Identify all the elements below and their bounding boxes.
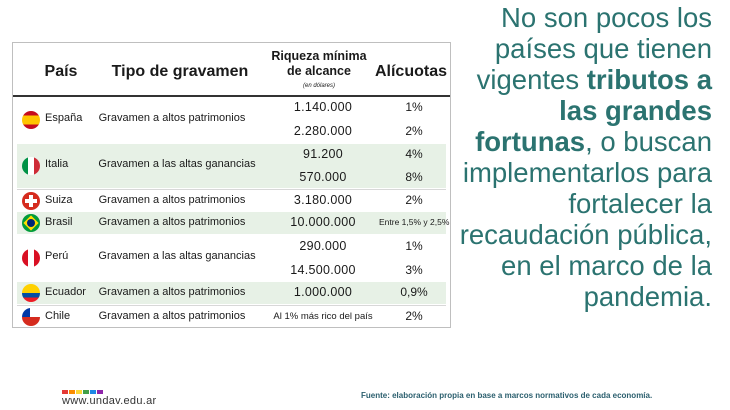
wealth-amount: 570.000 — [299, 170, 347, 184]
tax-type: Gravamen a las altas ganancias — [98, 250, 256, 262]
footer-source: Fuente: elaboración propia en base a mar… — [361, 391, 653, 400]
tax-type: Gravamen a altos patrimonios — [98, 194, 246, 206]
wealth-amount: 1.140.000 — [293, 100, 353, 114]
tax-rate: 1% — [405, 239, 423, 253]
country-name: España — [45, 112, 83, 124]
country-name: Ecuador — [45, 286, 86, 298]
tax-type: Gravamen a altos patrimonios — [98, 112, 246, 124]
tax-rate: 2% — [405, 309, 423, 323]
ecuador-flag-icon — [22, 284, 40, 302]
country-name: Suiza — [45, 194, 73, 206]
country-name: Perú — [45, 250, 69, 262]
wealth-tax-table: País Tipo de gravamen Riqueza mínima de … — [12, 42, 451, 328]
table-row-chile: Chile Gravamen a altos patrimonios Al 1%… — [17, 305, 446, 327]
country-name: Brasil — [45, 216, 73, 228]
tax-rate: 8% — [405, 170, 423, 184]
table-row-peru: Perú Gravamen a las altas ganancias 290.… — [17, 235, 446, 281]
table-row-ecuador: Ecuador Gravamen a altos patrimonios 1.0… — [17, 282, 446, 304]
spain-flag-icon — [22, 111, 40, 129]
tax-rate: 4% — [405, 147, 423, 161]
switzerland-flag-icon — [22, 192, 40, 210]
tax-type: Gravamen a altos patrimonios — [98, 310, 246, 322]
country-name: Italia — [45, 158, 69, 170]
wealth-amount: 2.280.000 — [293, 124, 353, 138]
tax-rate: 1% — [405, 100, 423, 114]
headline-part2: , o buscan implementarlos para fortalece… — [459, 126, 712, 312]
wealth-amount: 290.000 — [299, 239, 347, 253]
italy-flag-icon — [22, 157, 40, 175]
brazil-flag-icon — [22, 214, 40, 232]
wealth-amount: 3.180.000 — [293, 193, 353, 207]
headline-part1: No son pocos los países que tienen vigen… — [476, 2, 712, 95]
table-row-suiza: Suiza Gravamen a altos patrimonios 3.180… — [17, 189, 446, 212]
header-wealth-label: Riqueza mínima de alcance — [271, 49, 367, 78]
tax-type: Gravamen a altos patrimonios — [98, 286, 246, 298]
header-wealth-note: (en dólares) — [302, 83, 335, 89]
table-row-brasil: Brasil Gravamen a altos patrimonios 10.0… — [17, 212, 450, 234]
tax-rate: 2% — [405, 193, 423, 207]
tax-rate: 2% — [405, 124, 423, 138]
header-rates: Alícuotas — [374, 63, 447, 80]
wealth-amount: 14.500.000 — [290, 263, 356, 277]
table-row-italia: Italia Gravamen a las altas ganancias 91… — [17, 144, 446, 188]
chile-flag-icon — [22, 308, 40, 326]
tax-type: Gravamen a las altas ganancias — [98, 158, 256, 170]
tax-rate: 3% — [405, 263, 423, 277]
tax-rate: Entre 1,5% y 2,5% — [379, 217, 450, 227]
table-row-espana: España Gravamen a altos patrimonios 1.14… — [17, 97, 446, 143]
header-tax-type: Tipo de gravamen — [111, 63, 249, 80]
wealth-amount: 1.000.000 — [293, 285, 353, 299]
headline-bold: tributos a las grandes fortunas — [475, 64, 712, 157]
tax-type: Gravamen a altos patrimonios — [98, 216, 246, 228]
undav-logo-icon — [62, 381, 104, 399]
table-header: País Tipo de gravamen Riqueza mínima de … — [13, 43, 450, 97]
header-country: País — [44, 63, 78, 80]
wealth-amount: 91.200 — [302, 147, 344, 161]
header-wealth: Riqueza mínima de alcance (en dólares) — [263, 49, 375, 94]
wealth-amount: 10.000.000 — [290, 215, 356, 229]
footer-url: www.undav.edu.ar — [62, 395, 157, 407]
peru-flag-icon — [22, 249, 40, 267]
wealth-amount: Al 1% más rico del país — [273, 311, 373, 322]
tax-rate: 0,9% — [400, 285, 428, 299]
headline: No son pocos los países que tienen vigen… — [442, 2, 712, 312]
country-name: Chile — [45, 310, 71, 322]
